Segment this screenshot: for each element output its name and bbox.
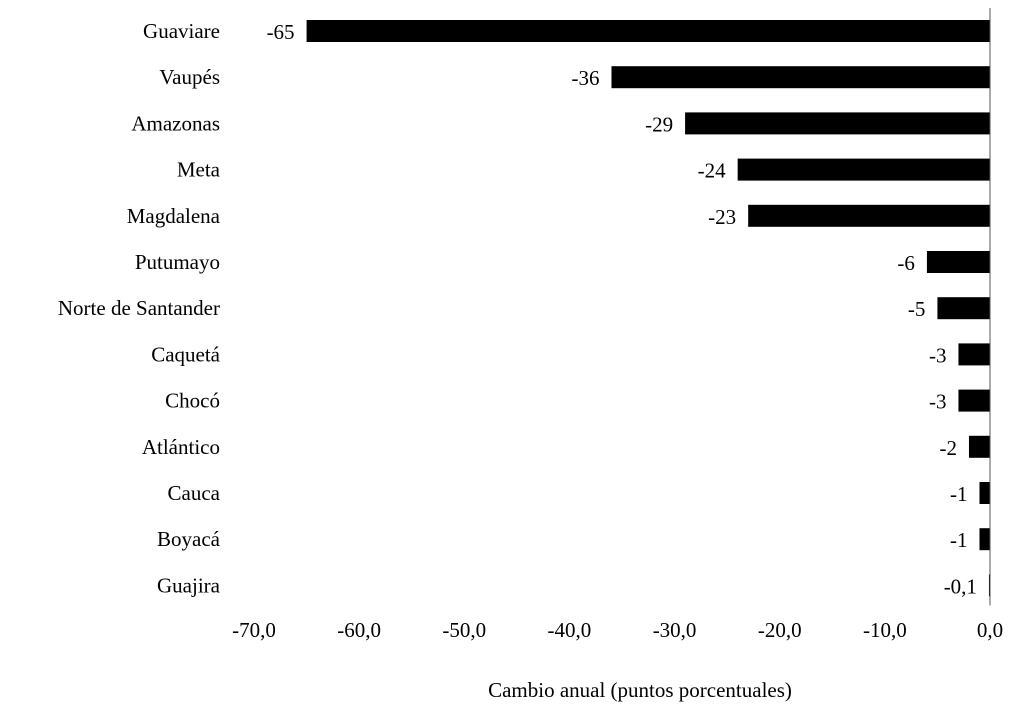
bar [748, 204, 990, 227]
x-axis: -70,0 -60,0 -50,0 -40,0 -30,0 -20,0 -10,0 0,0 [232, 8, 1003, 642]
bar [685, 112, 990, 135]
category-label: Amazonas [131, 111, 220, 135]
bar [926, 251, 990, 273]
bar [611, 66, 990, 89]
x-axis-title: Cambio anual (puntos porcentuales) [488, 678, 792, 702]
bar [979, 482, 990, 504]
category-label: Norte de Santander [58, 296, 220, 320]
data-label: -1 [950, 482, 968, 506]
data-label: -3 [929, 343, 947, 367]
bar [306, 20, 991, 42]
category-label: Putumayo [135, 250, 220, 274]
category-labels: Guaviare Vaupés Amazonas Meta Magdalena Putum… [58, 19, 221, 597]
bar [958, 389, 990, 412]
data-labels: -65-36-29-24-23-6-5-3-3-2-1-1-0,1 [267, 20, 977, 598]
category-label: Chocó [165, 389, 220, 413]
category-label: Vaupés [159, 65, 220, 89]
x-tick-label: -30,0 [653, 618, 697, 642]
category-label: Magdalena [127, 204, 221, 228]
x-tick-label: -10,0 [863, 618, 907, 642]
data-label: -5 [908, 297, 926, 321]
bar [968, 435, 990, 458]
data-label: -65 [267, 20, 295, 44]
bar [979, 528, 990, 551]
data-label: -29 [645, 112, 673, 136]
data-label: -1 [950, 528, 968, 552]
x-tick-label: -70,0 [232, 618, 276, 642]
bar [737, 158, 990, 181]
data-label: -6 [897, 251, 915, 275]
category-label: Guaviare [143, 19, 220, 43]
bar [958, 343, 990, 366]
x-tick-label: -50,0 [442, 618, 486, 642]
data-label: -23 [708, 205, 736, 229]
data-label: -3 [929, 390, 947, 414]
category-label: Boyacá [157, 527, 221, 551]
data-label: -36 [571, 66, 599, 90]
bar [988, 574, 990, 597]
x-tick-label: -60,0 [337, 618, 381, 642]
x-tick-label: 0,0 [977, 618, 1003, 642]
bar [937, 297, 990, 320]
data-label: -24 [698, 159, 726, 183]
category-label: Cauca [168, 481, 221, 505]
data-label: -2 [939, 436, 957, 460]
category-label: Meta [177, 158, 221, 182]
category-label: Caquetá [151, 342, 220, 366]
bars-layer [306, 20, 991, 597]
data-label: -0,1 [944, 574, 977, 598]
x-tick-label: -40,0 [548, 618, 592, 642]
category-label: Guajira [157, 573, 221, 597]
x-tick-label: -20,0 [758, 618, 802, 642]
category-label: Atlántico [142, 435, 220, 459]
